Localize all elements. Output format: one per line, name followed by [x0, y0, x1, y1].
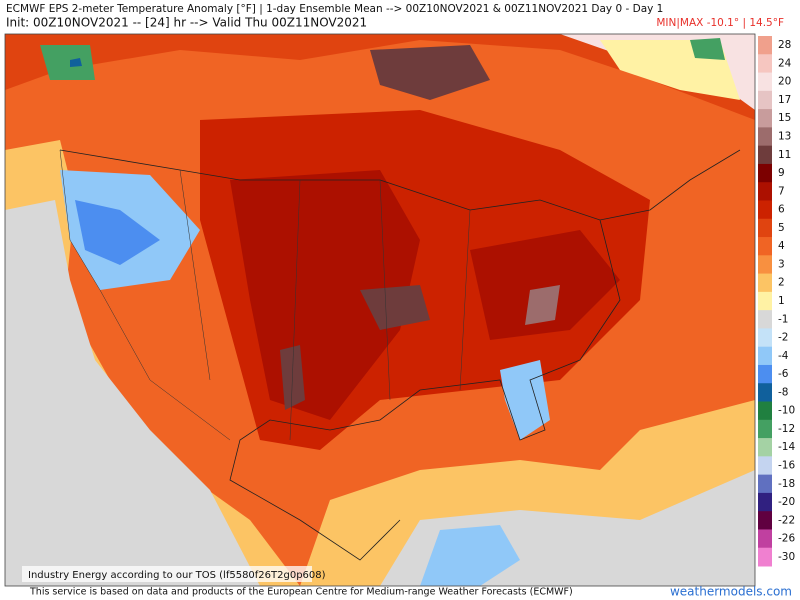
legend-swatch [758, 419, 772, 439]
legend-label: -14 [778, 441, 795, 453]
map: Industry Energy according to our TOS (lf… [4, 33, 756, 587]
legend-label: 1 [778, 295, 785, 307]
legend-label: -4 [778, 350, 789, 362]
legend-swatch [758, 145, 772, 165]
tos-notice: Industry Energy according to our TOS (lf… [28, 570, 326, 581]
legend-label: 24 [778, 57, 792, 69]
legend-label: -8 [778, 386, 788, 398]
legend-label: 11 [778, 149, 791, 161]
color-legend: 28 24 20 17 15 13 11 9 7 6 5 4 3 2 1 -1 -2 -4 -6 -8 -10 -12 -1… [758, 36, 795, 567]
legend-swatch [758, 109, 772, 128]
legend-label: -16 [778, 459, 795, 471]
min-max: MIN|MAX -10.1° | 14.5°F [656, 17, 784, 29]
legend-swatch [758, 456, 772, 476]
legend-label: 15 [778, 112, 791, 124]
legend-label: -22 [778, 514, 795, 526]
legend-swatch [758, 529, 772, 549]
legend-swatch [758, 364, 772, 384]
legend-swatch [758, 218, 772, 238]
legend-swatch [758, 36, 772, 55]
legend-label: -2 [778, 332, 788, 344]
legend-label: 2 [778, 277, 785, 289]
legend-swatch [758, 474, 772, 494]
legend-label: -20 [778, 496, 795, 508]
legend-label: 9 [778, 167, 785, 179]
legend-label: 6 [778, 204, 785, 216]
legend-label: 28 [778, 39, 791, 51]
legend-label: -30 [778, 551, 795, 563]
credit: This service is based on data and produc… [29, 587, 573, 598]
legend-label: 7 [778, 185, 785, 197]
legend-swatch [758, 383, 772, 403]
legend-swatch [758, 401, 772, 421]
legend-swatch [758, 328, 772, 348]
legend-label: 5 [778, 222, 785, 234]
legend-swatch [758, 163, 772, 183]
title: ECMWF EPS 2-meter Temperature Anomaly [°… [6, 3, 663, 15]
legend-label: 4 [778, 240, 785, 252]
legend-label: 13 [778, 131, 791, 143]
legend-swatch [758, 310, 772, 329]
legend-label: 20 [778, 76, 791, 88]
legend-swatch [758, 511, 772, 530]
legend-swatch [758, 547, 772, 567]
legend-label: -18 [778, 478, 795, 490]
legend-swatch [758, 255, 772, 275]
legend-label: -10 [778, 405, 795, 417]
legend-label: -6 [778, 368, 789, 380]
legend-swatch [758, 492, 772, 512]
legend-swatch [758, 182, 772, 201]
legend-swatch [758, 346, 772, 366]
legend-swatch [758, 291, 772, 311]
legend-swatch [758, 72, 772, 92]
legend-label: -1 [778, 313, 788, 325]
legend-swatch [758, 54, 772, 74]
legend-swatch [758, 90, 772, 110]
legend-label: -26 [778, 533, 795, 545]
legend-swatch [758, 237, 772, 256]
site-link[interactable]: weathermodels.com [670, 585, 792, 599]
legend-swatch [758, 200, 772, 220]
legend-swatch [758, 127, 772, 147]
legend-label: 3 [778, 258, 785, 270]
legend-swatch [758, 438, 772, 457]
legend-label: -12 [778, 423, 795, 435]
subtitle: Init: 00Z10NOV2021 -- [24] hr --> Valid … [6, 16, 367, 30]
legend-label: 17 [778, 94, 791, 106]
legend-swatch [758, 273, 772, 293]
